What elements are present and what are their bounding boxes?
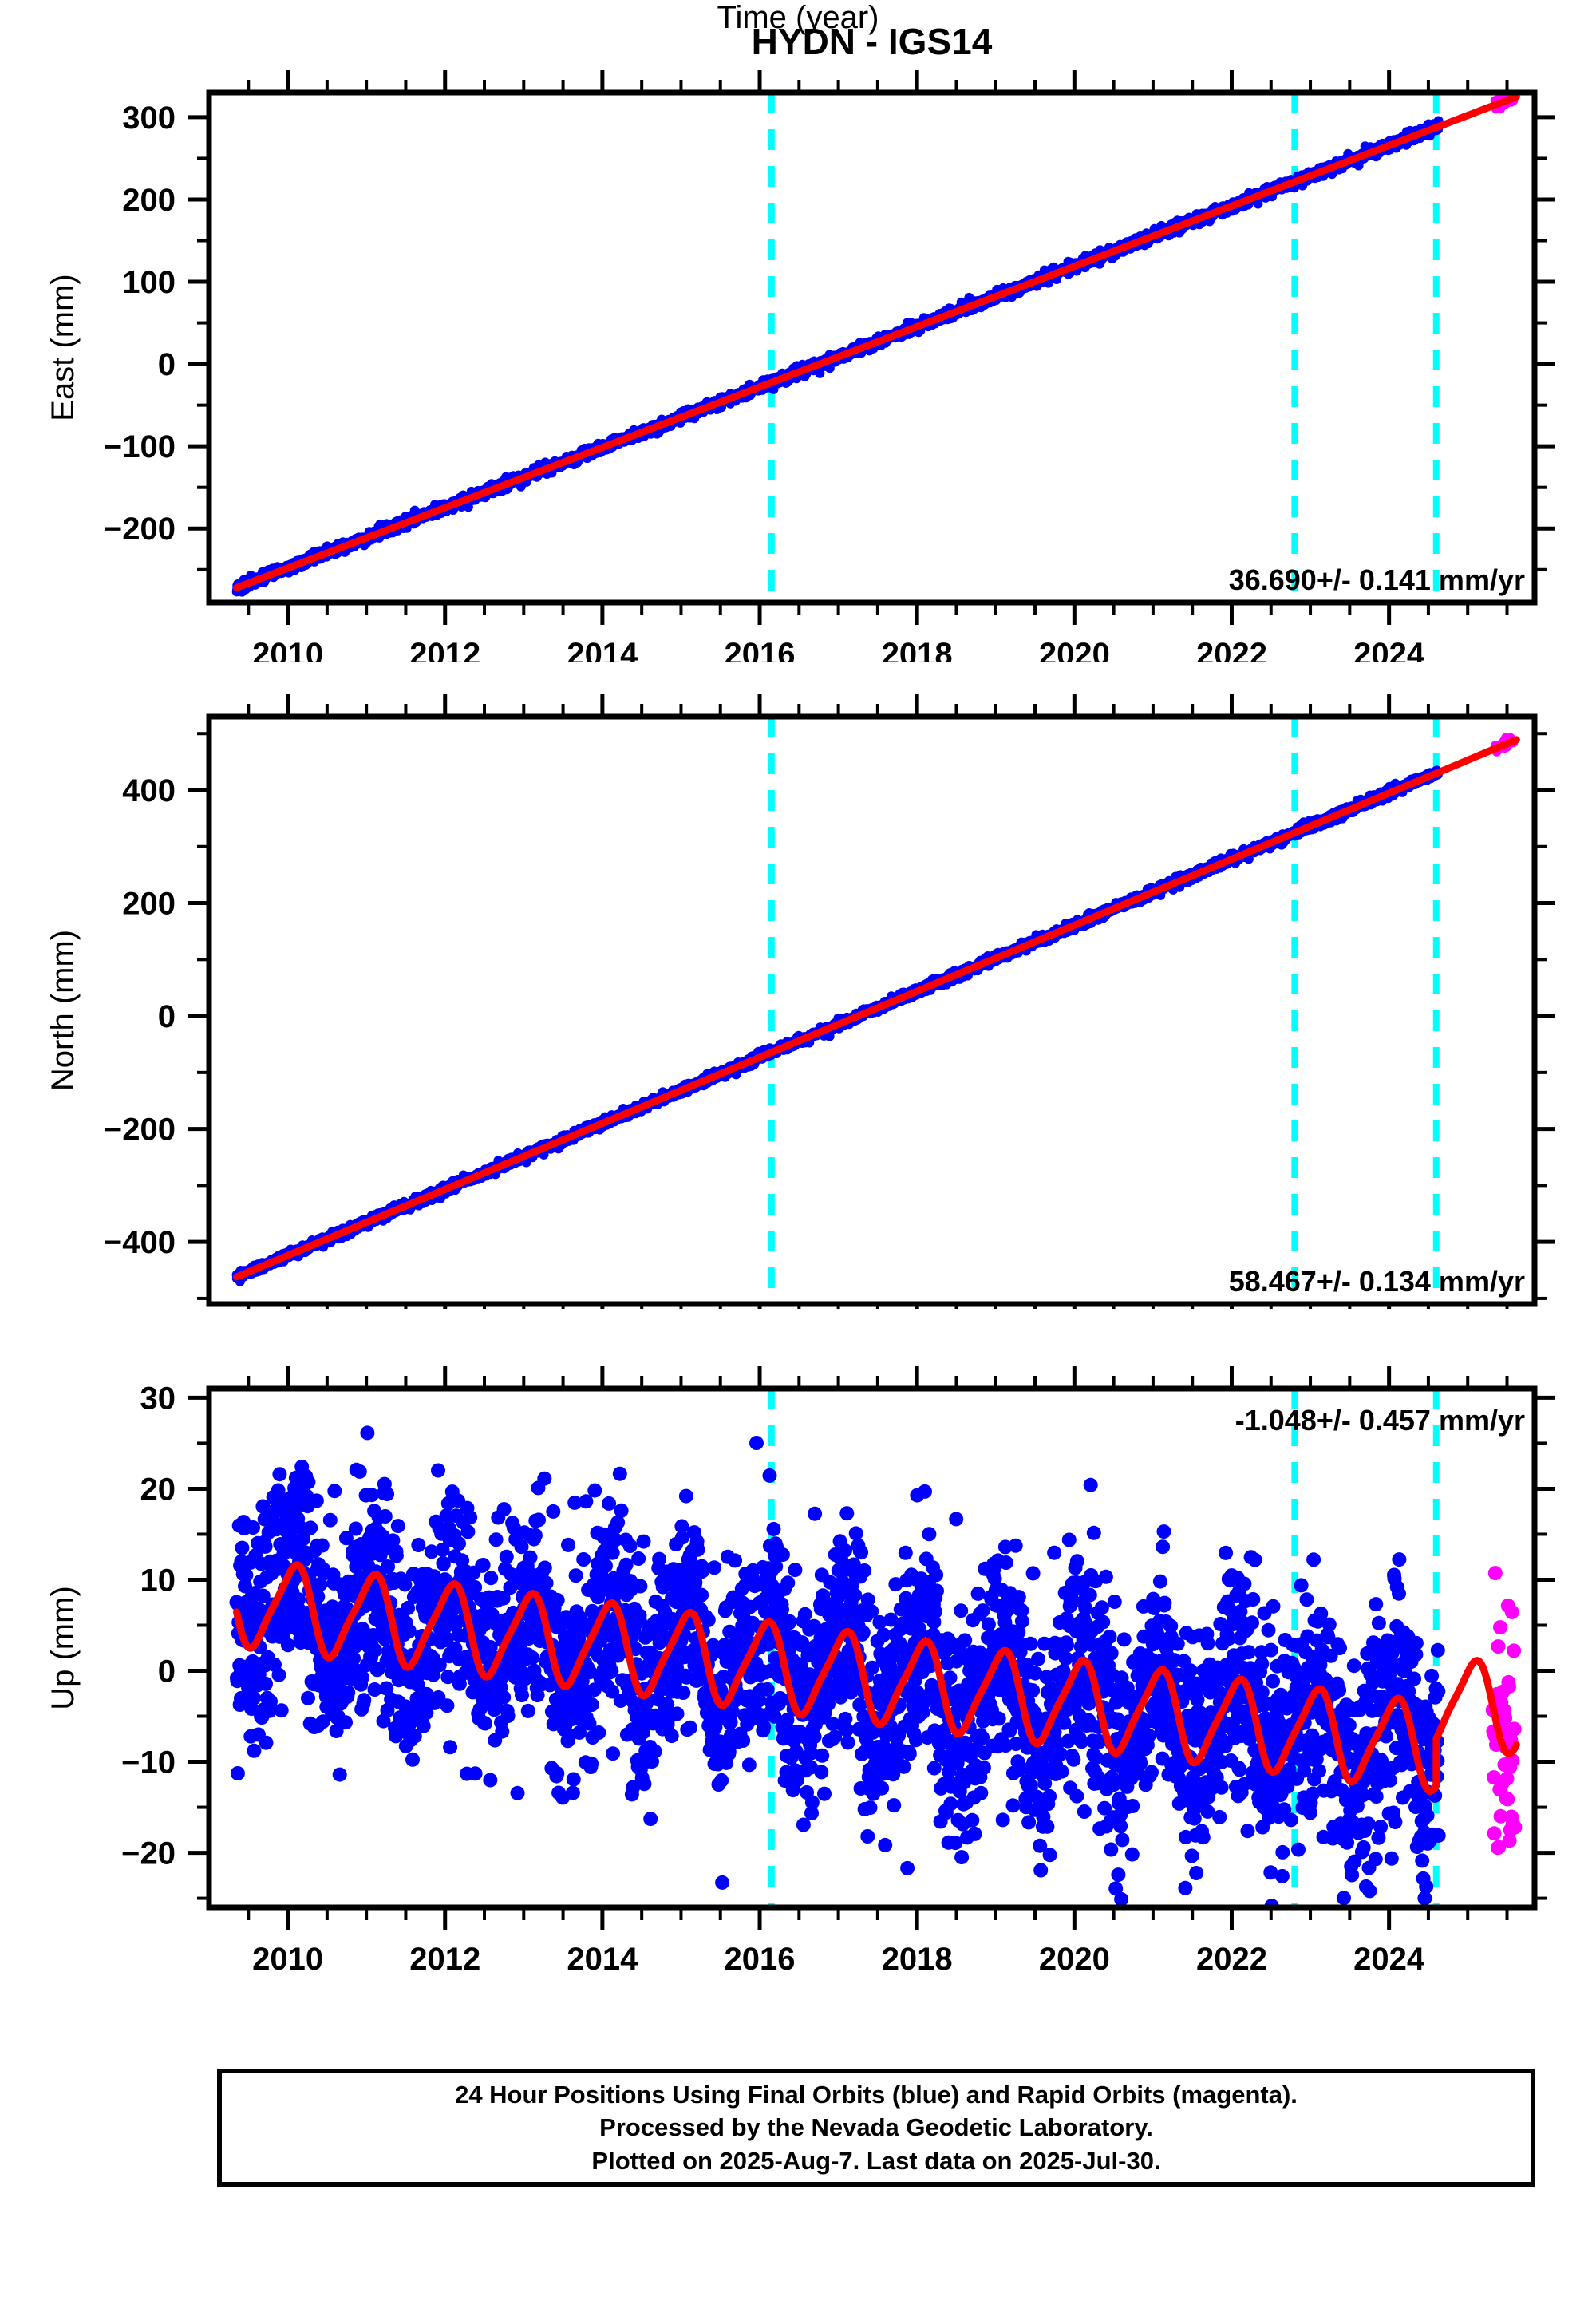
x-tick-label: 2012	[409, 637, 480, 662]
y-tick-label: −200	[104, 512, 176, 547]
plot-data-area	[231, 93, 1520, 603]
y-tick-label: −20	[121, 1836, 176, 1871]
plot-data-area	[229, 1389, 1523, 1907]
y-tick-label: 0	[158, 347, 176, 382]
x-tick-label: 2016	[725, 637, 796, 662]
x-tick-label: 2010	[252, 637, 323, 662]
x-axis-ticks	[247, 70, 1509, 625]
y-axis-title-up: Up (mm)	[45, 1586, 81, 1710]
panel-north: 20102012201420162018202020222024−400−200…	[45, 694, 1555, 1309]
x-tick-label: 2016	[725, 1942, 796, 1977]
y-tick-label: 400	[122, 773, 176, 808]
y-tick-label: 200	[122, 887, 176, 922]
x-axis-ticks	[247, 694, 1509, 1309]
plot-frame	[206, 1385, 1538, 1911]
y-tick-label: 20	[140, 1472, 176, 1507]
y-tick-label: 200	[122, 183, 176, 218]
rate-annotation-east: 36.690+/- 0.141 mm/yr	[1229, 563, 1525, 596]
footer-line-processor: Processed by the Nevada Geodetic Laborat…	[599, 2113, 1153, 2142]
plot-frame	[206, 713, 1538, 1307]
panel-up: 2010 2012 2014 2016 2018 2020 2022 2024 −20 −10 0 1…	[45, 1366, 1555, 1977]
y-tick-label: −200	[104, 1113, 176, 1148]
x-tick-label: 2020	[1039, 637, 1110, 662]
x-tick-label: 2024	[1353, 1942, 1425, 1977]
x-tick-label: 2018	[882, 1942, 953, 1977]
y-tick-label: −100	[104, 429, 176, 464]
x-axis-title: Time (year)	[717, 0, 879, 35]
x-tick-label: 2022	[1196, 637, 1267, 662]
y-axis-ticks: −200 −100 0 100 200 300	[104, 101, 1555, 571]
model-fit-curve	[233, 1561, 1440, 1796]
y-tick-label: 300	[122, 101, 176, 136]
model-fit-curve	[1432, 1657, 1520, 1789]
x-tick-label: 2014	[567, 1942, 638, 1977]
figure-title: HYDN - IGS14	[752, 21, 993, 62]
y-tick-label: 10	[140, 1563, 176, 1598]
y-tick-label: −10	[121, 1745, 176, 1780]
y-axis-ticks: −20 −10 0 10 20 30	[121, 1381, 1555, 1900]
y-tick-label: −400	[104, 1225, 176, 1260]
y-tick-label: 30	[140, 1381, 176, 1416]
panel-east: HYDN - IGS14 2010 2012 2014 2016 2018 2020 2022…	[45, 21, 1555, 662]
x-tick-label: 2010	[252, 1942, 323, 1977]
x-tick-label: 2020	[1039, 1942, 1110, 1977]
x-axis-title-container: Time (year)	[0, 0, 1596, 56]
y-tick-label: 0	[158, 1654, 176, 1690]
y-tick-label: 100	[122, 265, 176, 300]
model-fit-curve	[233, 736, 1520, 1281]
footer-line-orbits: 24 Hour Positions Using Final Orbits (bl…	[455, 2080, 1298, 2109]
x-tick-label: 2022	[1196, 1942, 1267, 1977]
y-axis-ticks: −400 −200 0 200 400	[104, 732, 1555, 1300]
plot-data-area	[231, 717, 1520, 1304]
rate-annotation-up: -1.048+/- 0.457 mm/yr	[1235, 1404, 1525, 1437]
y-axis-title-east: East (mm)	[45, 274, 81, 421]
rate-annotation-north: 58.467+/- 0.134 mm/yr	[1229, 1265, 1525, 1298]
y-axis-title-north: North (mm)	[45, 930, 81, 1091]
data-series-final-orbits	[229, 1425, 1446, 1907]
x-tick-label: 2012	[409, 1942, 480, 1977]
y-tick-label: 0	[158, 999, 176, 1034]
x-axis-ticks	[247, 1366, 1509, 1930]
model-fit-curve	[233, 93, 1520, 591]
x-tick-label: 2014	[567, 637, 638, 662]
x-tick-label: 2018	[882, 637, 953, 662]
plot-frame	[206, 89, 1538, 606]
footer-note-box: 24 Hour Positions Using Final Orbits (bl…	[217, 2069, 1535, 2187]
footer-line-dates: Plotted on 2025-Aug-7. Last data on 2025…	[591, 2146, 1161, 2175]
x-tick-label: 2024	[1353, 637, 1425, 662]
